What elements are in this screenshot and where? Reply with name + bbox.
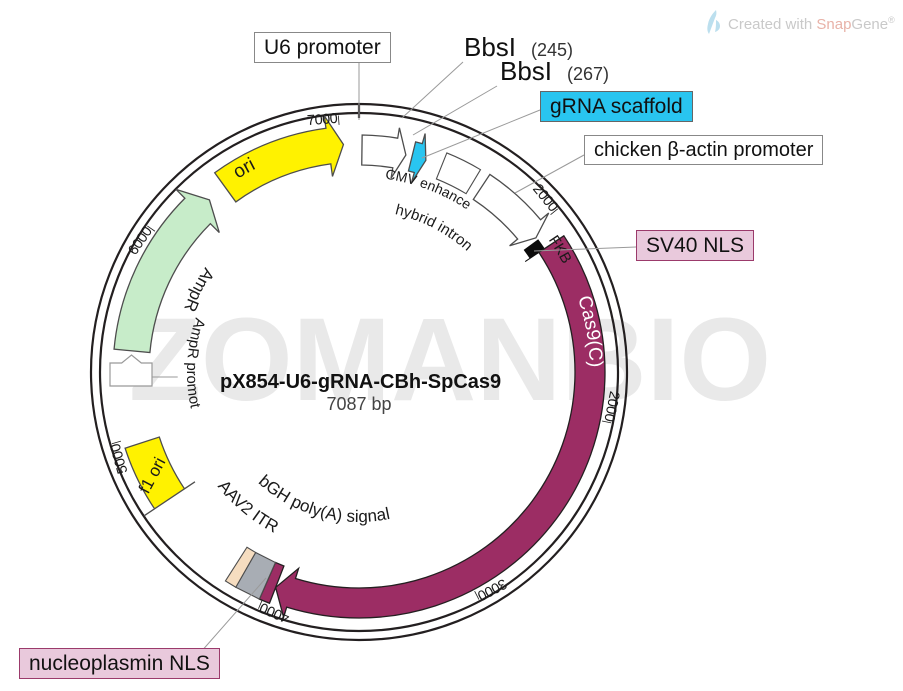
svg-text:2000|: 2000| bbox=[529, 181, 562, 216]
svg-text:pX854-U6-gRNA-CBh-SpCas9: pX854-U6-gRNA-CBh-SpCas9 bbox=[220, 371, 501, 393]
svg-text:7000|: 7000| bbox=[306, 111, 340, 129]
svg-text:7087 bp: 7087 bp bbox=[326, 394, 391, 414]
svg-text:Created with SnapGene®: Created with SnapGene® bbox=[728, 15, 895, 33]
svg-text:ZOMANBIO: ZOMANBIO bbox=[129, 294, 771, 426]
